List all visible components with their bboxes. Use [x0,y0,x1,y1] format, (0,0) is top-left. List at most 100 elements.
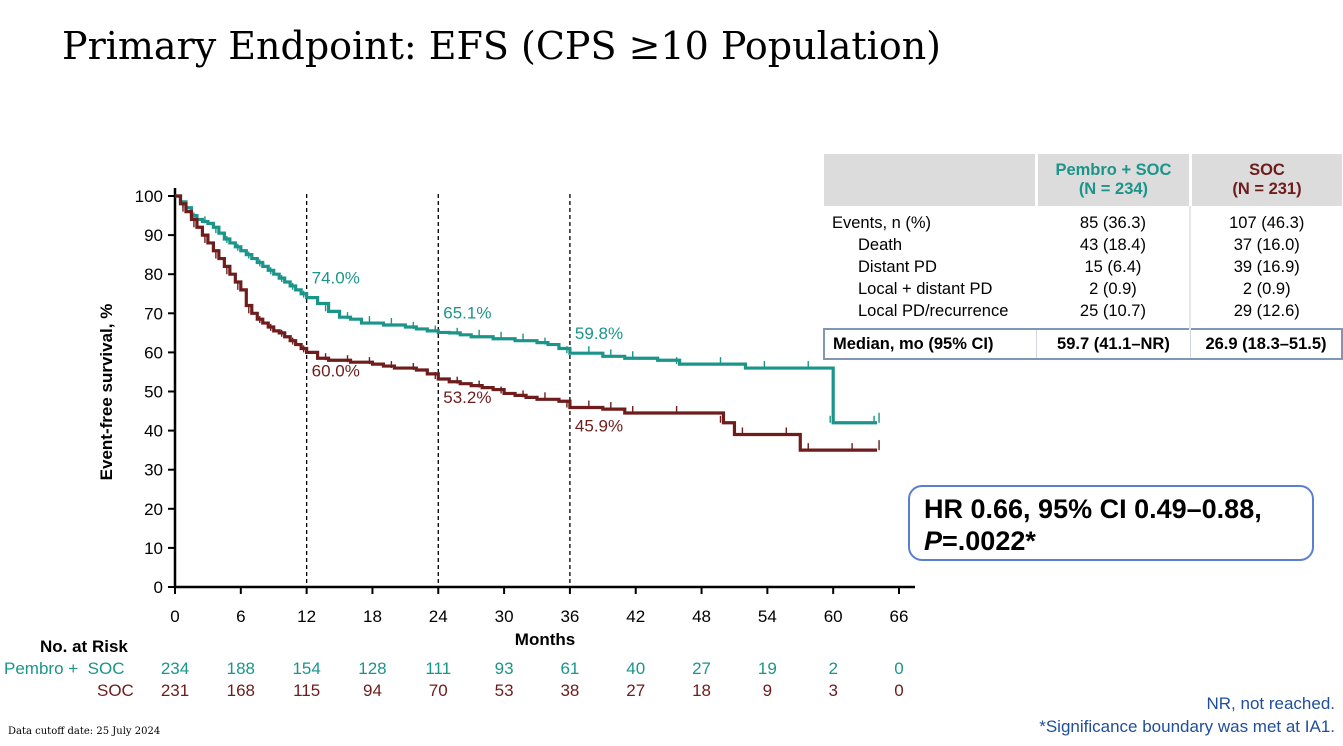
risk-label-pembro-a: Pembro + [4,659,79,678]
risk-label-soc: SOC [97,681,134,700]
series-line [175,194,878,425]
risk-count: 168 [226,681,255,700]
risk-count: 53 [494,681,514,700]
risk-count: 40 [626,659,646,678]
x-tick-label: 48 [692,607,711,626]
risk-count: 115 [293,681,321,700]
stats-cell-pembro: 59.7 (41.1–NR) [1036,328,1191,360]
y-tick-label: 10 [144,539,163,558]
x-tick-label: 54 [758,607,777,626]
x-tick-label: 66 [890,607,909,626]
risk-count: 19 [757,659,777,678]
stats-row-label: Median, mo (95% CI) [822,328,1037,360]
risk-label-pembro-b: SOC [87,659,125,678]
stats-header-pembro: Pembro + SOC (N = 234) [1036,154,1192,206]
x-tick-label: 6 [236,607,245,626]
risk-count: 70 [428,681,448,700]
y-tick-label: 0 [154,578,163,597]
x-tick-label: 18 [363,607,382,626]
x-tick-label: 0 [170,607,179,626]
x-tick-label: 36 [560,607,579,626]
x-tick-label: 30 [495,607,514,626]
curve-annotation: 53.2% [443,388,491,407]
risk-table-title: No. at Risk [40,637,128,656]
y-tick-label: 20 [144,500,163,519]
risk-count: 188 [226,659,255,678]
risk-count: 38 [560,681,580,700]
stats-cell-pembro: 43 (18.4) [1036,234,1192,256]
y-tick-label: 60 [144,343,163,362]
stats-header-soc: SOC (N = 231) [1190,154,1342,206]
y-tick-label: 30 [144,461,163,480]
y-tick-label: 50 [144,383,163,402]
x-axis-title: Months [515,630,575,649]
hazard-ratio-text: HR 0.66, 95% CI 0.49–0.88, [924,494,1262,524]
soc-header-name: SOC [1249,161,1285,179]
risk-count: 128 [358,659,387,678]
soc-header-n: (N = 231) [1232,180,1302,198]
risk-count: 154 [292,659,321,678]
efs-stats-table: Pembro + SOC (N = 234) SOC (N = 231) Eve… [822,154,1343,360]
risk-count: 2 [828,659,838,678]
p-value: =.0022* [942,526,1036,556]
slide-title: Primary Endpoint: EFS (CPS ≥10 Populatio… [62,24,941,68]
stats-row-median: Median, mo (95% CI) 59.7 (41.1–NR) 26.9 … [822,328,1343,360]
chart-axes: 0 10 20 30 40 50 60 70 80 90 100 0 6 12 18 24 30 36 42 48 54… [135,187,915,626]
y-tick-label: 40 [144,422,163,441]
risk-count: 0 [894,681,904,700]
y-tick-label: 90 [144,226,163,245]
risk-count: 231 [160,681,190,700]
stats-row-label: Local + distant PD [858,280,993,298]
stats-row-events: Events, n (%) 85 (36.3) 107 (46.3) [824,206,1342,234]
stats-row-local-distant-pd: Local + distant PD 2 (0.9) 2 (0.9) [824,278,1342,300]
stats-cell-soc: 2 (0.9) [1242,280,1291,298]
stats-cell-pembro: 85 (36.3) [1036,206,1192,234]
stats-cell-pembro: 15 (6.4) [1036,256,1192,278]
stats-row-death: Death 43 (18.4) 37 (16.0) [824,234,1342,256]
risk-count: 27 [626,681,646,700]
reference-lines [305,194,571,587]
stats-cell-soc: 107 (46.3) [1229,214,1305,232]
survival-curves [175,194,880,452]
y-tick-label: 70 [144,304,163,323]
curve-annotation: 59.8% [575,324,623,343]
data-cutoff-note: Data cutoff date: 25 July 2024 [8,726,161,737]
risk-count: 94 [362,681,382,700]
stats-cell-soc: 26.9 (18.3–51.5) [1190,328,1343,360]
curve-annotation: 45.9% [575,417,623,436]
risk-label-pembro: Pembro + SOC [4,659,124,679]
risk-count: 0 [894,659,904,678]
curve-annotation: 60.0% [312,361,360,380]
x-tick-label: 42 [626,607,645,626]
stats-row-label: Death [858,236,903,254]
risk-count: 93 [494,659,514,678]
curve-annotations: 74.0% 65.1% 59.8% 60.0% 53.2% 45.9% [312,269,623,436]
p-label: P [924,526,943,556]
stats-cell-soc: 39 (16.9) [1233,258,1300,276]
y-tick-label: 100 [135,187,163,206]
pembro-header-name: Pembro + SOC [1055,161,1172,179]
stats-row-label: Events, n (%) [832,214,932,232]
stats-cell-soc: 37 (16.0) [1233,236,1300,254]
stats-row-label: Local PD/recurrence [858,302,1009,320]
risk-count: 18 [692,681,711,700]
stats-cell-soc: 29 (12.6) [1233,302,1300,320]
curve-annotation: 74.0% [312,269,360,288]
risk-count: 27 [692,659,711,678]
p-value-text: P=.0022* [924,525,1298,557]
stats-row-local-pd: Local PD/recurrence 25 (10.7) 29 (12.6) [824,300,1342,329]
footnote-significance: *Significance boundary was met at IA1. [1039,717,1335,736]
y-tick-label: 80 [144,265,163,284]
y-axis-title: Event-free survival, % [97,304,116,481]
risk-count: 9 [762,681,773,700]
stats-row-label: Distant PD [858,258,937,276]
stats-cell-pembro: 2 (0.9) [1036,278,1192,300]
risk-count: 61 [560,659,580,678]
risk-count: 234 [160,659,190,678]
series-line [175,194,878,452]
stats-row-distant-pd: Distant PD 15 (6.4) 39 (16.9) [824,256,1342,278]
x-tick-label: 24 [429,607,448,626]
footnote-nr: NR, not reached. [1206,694,1335,713]
x-tick-label: 12 [297,607,316,626]
